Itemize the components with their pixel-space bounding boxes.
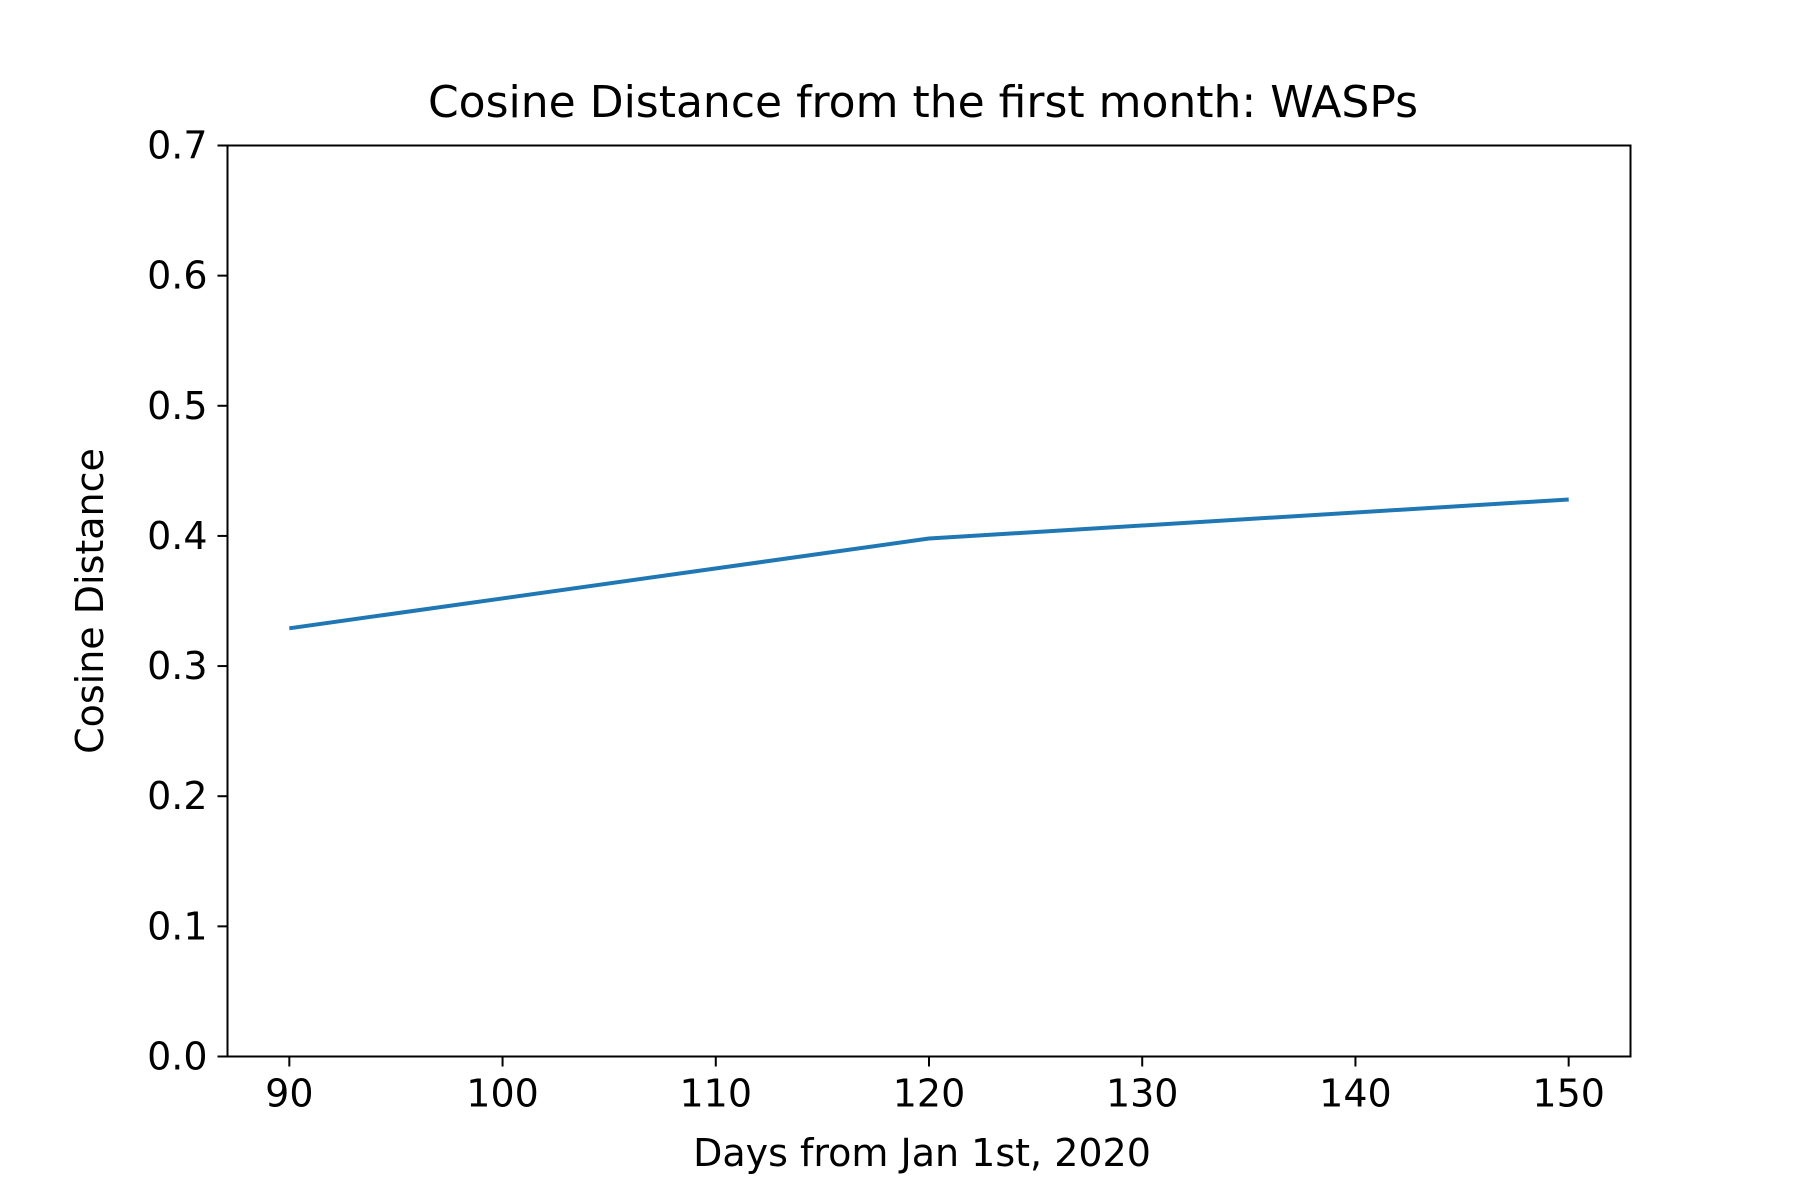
y-axis-label: Cosine Distance xyxy=(68,448,112,754)
x-tick-label: 100 xyxy=(466,1072,539,1116)
y-tick-label: 0.0 xyxy=(147,1035,207,1079)
x-tick-label: 130 xyxy=(1106,1072,1179,1116)
x-tick-label: 90 xyxy=(265,1072,313,1116)
y-tick-label: 0.3 xyxy=(147,644,207,688)
y-tick-label: 0.7 xyxy=(147,124,207,168)
x-tick-label: 140 xyxy=(1319,1072,1392,1116)
x-tick-label: 150 xyxy=(1532,1072,1605,1116)
x-axis: 90 100 110 120 130 140 150 xyxy=(265,1056,1605,1116)
x-tick-label: 120 xyxy=(893,1072,966,1116)
plot-area xyxy=(289,497,1569,631)
y-tick-label: 0.4 xyxy=(147,514,207,558)
x-axis-label: Days from Jan 1st, 2020 xyxy=(693,1131,1151,1175)
y-axis: 0.0 0.1 0.2 0.3 0.4 0.5 0.6 0.7 xyxy=(147,124,228,1079)
x-tick-label: 110 xyxy=(680,1072,753,1116)
axes-frame xyxy=(226,144,1632,1058)
chart-title: Cosine Distance from the first month: WA… xyxy=(428,77,1418,128)
series-line xyxy=(289,497,1569,631)
y-tick-label: 0.2 xyxy=(147,774,207,818)
y-tick-label: 0.6 xyxy=(147,254,207,298)
y-tick-label: 0.1 xyxy=(147,904,207,948)
y-tick-label: 0.5 xyxy=(147,384,207,428)
